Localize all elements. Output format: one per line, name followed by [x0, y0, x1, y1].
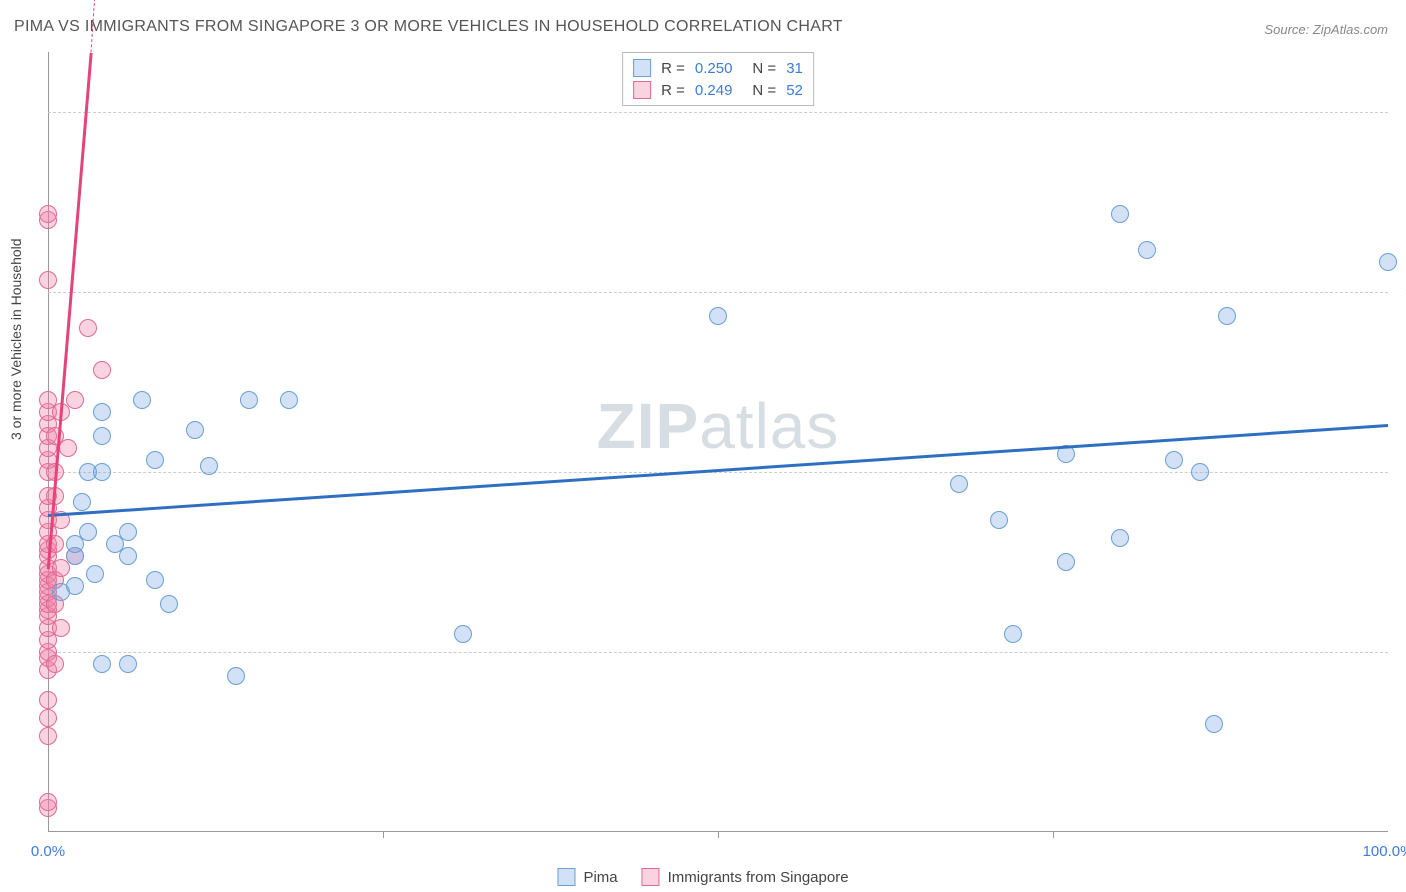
- data-point-pima: [1004, 625, 1022, 643]
- legend-label: Pima: [583, 869, 617, 886]
- r-label: R =: [661, 60, 685, 77]
- data-point-pima: [133, 391, 151, 409]
- x-tick-mark: [718, 832, 719, 838]
- r-label: R =: [661, 82, 685, 99]
- n-value: 52: [786, 82, 803, 99]
- trend-line: [47, 53, 92, 569]
- plot-area: ZIPatlas R =0.250N =31R =0.249N =52 15.0…: [48, 52, 1388, 832]
- data-point-pima: [119, 547, 137, 565]
- x-tick-mark: [1053, 832, 1054, 838]
- data-point-pima: [146, 451, 164, 469]
- y-axis-label: 3 or more Vehicles in Household: [8, 238, 24, 440]
- legend-swatch-pima: [557, 868, 575, 886]
- legend-swatch-pima: [633, 59, 651, 77]
- data-point-pima: [454, 625, 472, 643]
- data-point-pima: [1111, 529, 1129, 547]
- data-point-pima: [990, 511, 1008, 529]
- data-point-pima: [1111, 205, 1129, 223]
- data-point-pima: [160, 595, 178, 613]
- data-point-pima: [119, 655, 137, 673]
- trend-line: [48, 424, 1388, 516]
- legend-swatch-singapore: [642, 868, 660, 886]
- n-value: 31: [786, 60, 803, 77]
- n-label: N =: [752, 82, 776, 99]
- data-point-pima: [200, 457, 218, 475]
- data-point-pima: [93, 463, 111, 481]
- data-point-singapore: [39, 727, 57, 745]
- data-point-pima: [93, 655, 111, 673]
- data-point-pima: [1218, 307, 1236, 325]
- data-point-pima: [1191, 463, 1209, 481]
- legend-row: R = 0.250 N = 31: [633, 57, 803, 79]
- data-point-pima: [186, 421, 204, 439]
- data-point-singapore: [39, 793, 57, 811]
- data-point-singapore: [39, 205, 57, 223]
- data-point-pima: [1057, 553, 1075, 571]
- data-point-pima: [146, 571, 164, 589]
- watermark-zip: ZIP: [597, 390, 700, 462]
- x-tick-label: 0.0%: [31, 843, 65, 860]
- legend-row: R = 0.249 N = 52: [633, 79, 803, 101]
- data-point-singapore: [39, 271, 57, 289]
- chart-title: PIMA VS IMMIGRANTS FROM SINGAPORE 3 OR M…: [14, 18, 843, 36]
- data-point-pima: [66, 577, 84, 595]
- data-point-singapore: [39, 691, 57, 709]
- data-point-singapore: [46, 655, 64, 673]
- r-value: 0.249: [695, 82, 733, 99]
- data-point-singapore: [66, 391, 84, 409]
- watermark: ZIPatlas: [597, 389, 840, 463]
- data-point-singapore: [79, 319, 97, 337]
- legend-item-pima: Pima: [557, 868, 617, 886]
- n-label: N =: [752, 60, 776, 77]
- series-legend: Pima Immigrants from Singapore: [557, 868, 848, 886]
- data-point-singapore: [93, 361, 111, 379]
- correlation-legend: R = 0.250 N = 31 R = 0.249 N = 52: [622, 52, 814, 106]
- data-point-pima: [1165, 451, 1183, 469]
- data-point-singapore: [52, 619, 70, 637]
- data-point-pima: [950, 475, 968, 493]
- data-point-singapore: [59, 439, 77, 457]
- data-point-pima: [240, 391, 258, 409]
- grid-line-horizontal: [48, 472, 1388, 473]
- x-tick-label: 100.0%: [1363, 843, 1406, 860]
- data-point-pima: [93, 427, 111, 445]
- data-point-pima: [86, 565, 104, 583]
- grid-line-horizontal: [48, 292, 1388, 293]
- r-value: 0.250: [695, 60, 733, 77]
- legend-item-singapore: Immigrants from Singapore: [642, 868, 849, 886]
- data-point-pima: [119, 523, 137, 541]
- legend-label: Immigrants from Singapore: [668, 869, 849, 886]
- data-point-singapore: [39, 709, 57, 727]
- data-point-pima: [73, 493, 91, 511]
- data-point-pima: [1205, 715, 1223, 733]
- data-point-pima: [709, 307, 727, 325]
- source-attribution: Source: ZipAtlas.com: [1264, 22, 1388, 37]
- data-point-pima: [1138, 241, 1156, 259]
- data-point-pima: [93, 403, 111, 421]
- grid-line-horizontal: [48, 112, 1388, 113]
- legend-swatch-singapore: [633, 81, 651, 99]
- watermark-atlas: atlas: [699, 390, 839, 462]
- grid-line-horizontal: [48, 652, 1388, 653]
- data-point-pima: [79, 523, 97, 541]
- data-point-pima: [1379, 253, 1397, 271]
- data-point-pima: [227, 667, 245, 685]
- data-point-pima: [280, 391, 298, 409]
- x-tick-mark: [383, 832, 384, 838]
